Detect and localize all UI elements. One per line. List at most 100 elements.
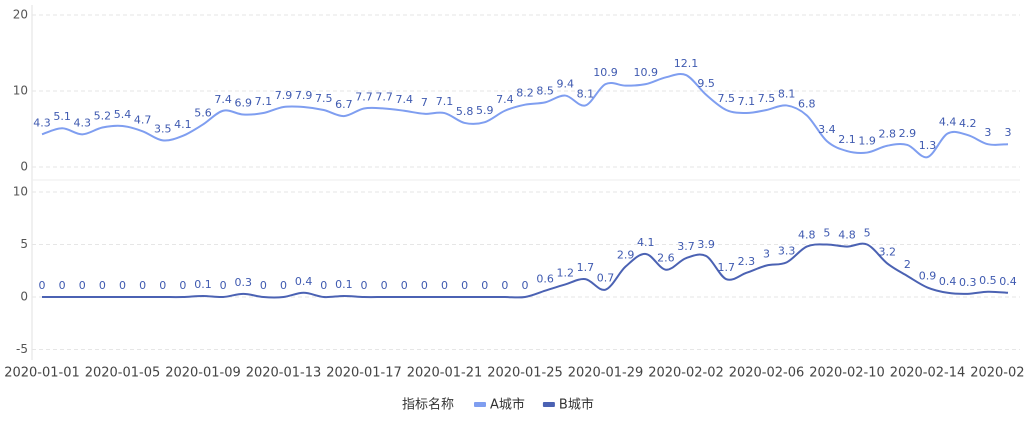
- data-label: 4.2: [959, 117, 977, 130]
- x-tick-label: 2020-01-05: [85, 366, 161, 381]
- data-label: 0: [280, 279, 287, 292]
- data-label: 0.4: [999, 275, 1017, 288]
- data-label: 4.8: [798, 229, 816, 242]
- data-label: 0: [159, 279, 166, 292]
- data-label: 7.1: [255, 95, 273, 108]
- data-label: 0.4: [295, 275, 313, 288]
- data-label: 0: [401, 279, 408, 292]
- data-label: 2.9: [899, 127, 917, 140]
- data-label: 2.8: [879, 128, 897, 141]
- data-label: 0: [119, 279, 126, 292]
- data-label: 0: [381, 279, 388, 292]
- data-label: 0: [99, 279, 106, 292]
- data-label: 0: [260, 279, 267, 292]
- data-label: 3.4: [818, 123, 836, 136]
- y-tick-label: 10: [13, 84, 28, 98]
- data-label: 0: [461, 279, 468, 292]
- data-label: 12.1: [674, 57, 699, 70]
- legend-label: B城市: [559, 397, 594, 413]
- data-label: 0: [179, 279, 186, 292]
- x-tick-label: 2020-02-10: [809, 366, 885, 381]
- data-label: 7.5: [718, 92, 736, 105]
- data-label: 0: [481, 279, 488, 292]
- data-label: 0: [39, 279, 46, 292]
- data-label: 0.1: [335, 278, 353, 291]
- x-tick-label: 2020-02-02: [648, 366, 724, 381]
- data-label: 0: [501, 279, 508, 292]
- y-tick-label: 0: [20, 160, 28, 174]
- data-label: 3.2: [879, 245, 897, 258]
- x-tick-label: 2020-01-21: [407, 366, 483, 381]
- data-label: 0.3: [959, 276, 977, 289]
- data-label: 0: [220, 279, 227, 292]
- data-label: 10.9: [634, 66, 659, 79]
- data-label: 6.7: [335, 98, 353, 111]
- data-label: 4.3: [74, 116, 92, 129]
- data-label: 5.2: [94, 109, 112, 122]
- data-label: 5.1: [53, 110, 71, 123]
- data-label: 2.9: [617, 249, 635, 262]
- data-label: 7.4: [496, 93, 514, 106]
- data-label: 6.9: [235, 97, 253, 110]
- data-label: 9.5: [697, 77, 715, 90]
- data-label: 2.3: [738, 255, 756, 268]
- x-tick-label: 2020-01-13: [246, 366, 322, 381]
- data-label: 0: [421, 279, 428, 292]
- data-label: 0.1: [194, 278, 212, 291]
- data-label: 8.2: [516, 87, 534, 100]
- data-label: 7.9: [295, 89, 313, 102]
- data-label: 0.5: [979, 274, 997, 287]
- y-tick-label: 5: [20, 237, 28, 251]
- data-label: 4.1: [174, 118, 192, 131]
- data-label: 2.1: [838, 133, 856, 146]
- data-label: 5.6: [194, 106, 212, 119]
- data-label: 7.1: [436, 95, 454, 108]
- data-label: 0.9: [919, 270, 937, 283]
- data-label: 4.4: [939, 116, 957, 129]
- data-label: 0.4: [939, 275, 957, 288]
- data-label: 4.1: [637, 236, 655, 249]
- legend-swatch: [542, 402, 555, 407]
- data-label: 0: [361, 279, 368, 292]
- data-label: 3: [763, 248, 770, 261]
- data-label: 0: [441, 279, 448, 292]
- data-label: 5: [823, 227, 830, 240]
- data-label: 0: [79, 279, 86, 292]
- series-line: [42, 242, 1009, 299]
- data-label: 0: [320, 279, 327, 292]
- data-label: 5: [864, 227, 871, 240]
- data-label: 0: [139, 279, 146, 292]
- x-tick-label: 2020-02-18: [970, 366, 1025, 381]
- data-label: 3.5: [154, 122, 172, 135]
- y-tick-label: 20: [13, 8, 28, 22]
- data-label: 1.7: [577, 261, 595, 274]
- data-label: 3.7: [677, 240, 695, 253]
- data-label: 5.8: [456, 105, 474, 118]
- data-label: 4.3: [33, 116, 51, 129]
- data-label: 8.5: [536, 84, 554, 97]
- data-label: 1.3: [919, 139, 937, 152]
- x-tick-label: 2020-02-14: [890, 366, 966, 381]
- data-label: 3.3: [778, 244, 796, 257]
- data-label: 7.4: [214, 93, 232, 106]
- data-label: 6.8: [798, 97, 816, 110]
- data-label: 9.4: [557, 78, 575, 91]
- data-label: 7: [421, 96, 428, 109]
- data-label: 3.9: [697, 238, 715, 251]
- series-line: [41, 72, 1009, 159]
- data-label: 1.7: [718, 261, 736, 274]
- x-tick-label: 2020-02-06: [729, 366, 805, 381]
- data-label: 7.5: [315, 92, 333, 105]
- data-label: 5.9: [476, 104, 494, 117]
- data-label: 8.1: [778, 87, 796, 100]
- data-label: 7.7: [375, 90, 393, 103]
- data-label: 7.1: [738, 95, 756, 108]
- data-label: 0.7: [597, 272, 615, 285]
- data-label: 7.4: [396, 93, 414, 106]
- data-label: 8.1: [577, 87, 595, 100]
- y-tick-label: 10: [13, 185, 28, 199]
- x-tick-label: 2020-01-09: [165, 366, 241, 381]
- data-label: 7.7: [355, 90, 373, 103]
- x-tick-label: 2020-01-25: [487, 366, 563, 381]
